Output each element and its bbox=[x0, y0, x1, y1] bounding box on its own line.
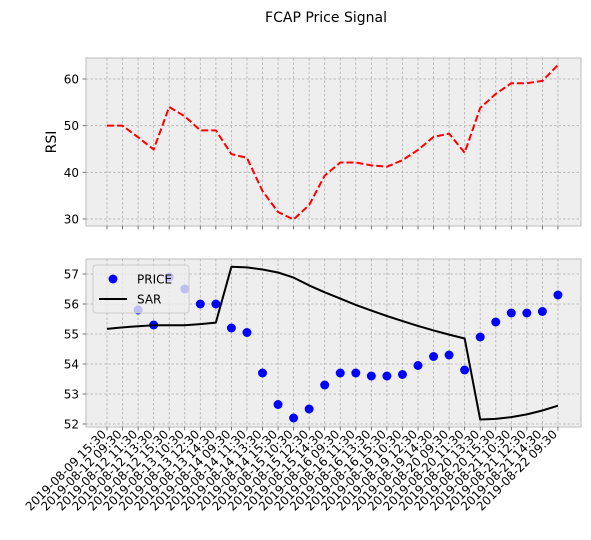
price-y-tick-label: 57 bbox=[64, 268, 79, 282]
price-price-point bbox=[413, 361, 423, 370]
price-price-point bbox=[242, 328, 252, 337]
rsi-y-axis-label: RSI bbox=[44, 131, 60, 154]
price-price-point bbox=[491, 317, 501, 327]
price-y-tick-label: 52 bbox=[64, 418, 79, 432]
price-price-point bbox=[273, 400, 283, 409]
price-price-point bbox=[195, 299, 205, 309]
price-price-point bbox=[366, 371, 376, 381]
rsi-grid bbox=[86, 58, 581, 230]
price-price-point bbox=[429, 352, 439, 361]
price-y-tick-label: 56 bbox=[64, 298, 79, 312]
rsi-panel: 30 40 50 60 RSI bbox=[44, 57, 582, 230]
rsi-rsi-line bbox=[107, 64, 559, 221]
price-price-point bbox=[460, 365, 470, 375]
price-y-tick-label: 55 bbox=[64, 328, 79, 342]
price-price-point bbox=[289, 413, 299, 423]
price-price-point bbox=[258, 368, 267, 378]
price-sar-panel: 52 53 54 55 56 57 PRICE SAR bbox=[64, 258, 582, 432]
chart-title: FCAP Price Signal bbox=[265, 10, 387, 26]
price-price-point bbox=[351, 368, 361, 378]
rsi-y-tick-label: 40 bbox=[64, 166, 79, 180]
price-price-point bbox=[444, 350, 454, 360]
rsi-y-ticks: 30 40 50 60 bbox=[64, 73, 86, 227]
price-price-point bbox=[397, 370, 407, 379]
price-y-tick-label: 54 bbox=[64, 358, 79, 372]
price-sar-line bbox=[106, 265, 559, 421]
price-price-point bbox=[211, 299, 221, 309]
rsi-plot-area bbox=[85, 57, 582, 227]
rsi-y-tick-label: 30 bbox=[64, 213, 79, 227]
rsi-series bbox=[107, 64, 559, 221]
price-price-point bbox=[320, 380, 330, 390]
price-price-point bbox=[226, 323, 236, 333]
legend-label: PRICE bbox=[137, 273, 172, 287]
price-price-point bbox=[304, 404, 314, 414]
price-price-point bbox=[537, 307, 547, 316]
legend: PRICE SAR bbox=[92, 264, 190, 314]
legend-label: SAR bbox=[137, 293, 161, 307]
price-price-point bbox=[475, 332, 485, 342]
price-price-point bbox=[506, 308, 516, 318]
price-y-ticks: 52 53 54 55 56 57 bbox=[64, 268, 86, 432]
rsi-y-tick-label: 60 bbox=[64, 73, 79, 87]
rsi-y-tick-label: 50 bbox=[64, 119, 79, 133]
legend-price-marker bbox=[108, 274, 118, 284]
price-price-point bbox=[553, 290, 563, 300]
price-price-point bbox=[522, 308, 532, 318]
price-price-point bbox=[382, 371, 392, 381]
price-price-point bbox=[335, 368, 345, 378]
price-y-tick-label: 53 bbox=[64, 388, 79, 402]
